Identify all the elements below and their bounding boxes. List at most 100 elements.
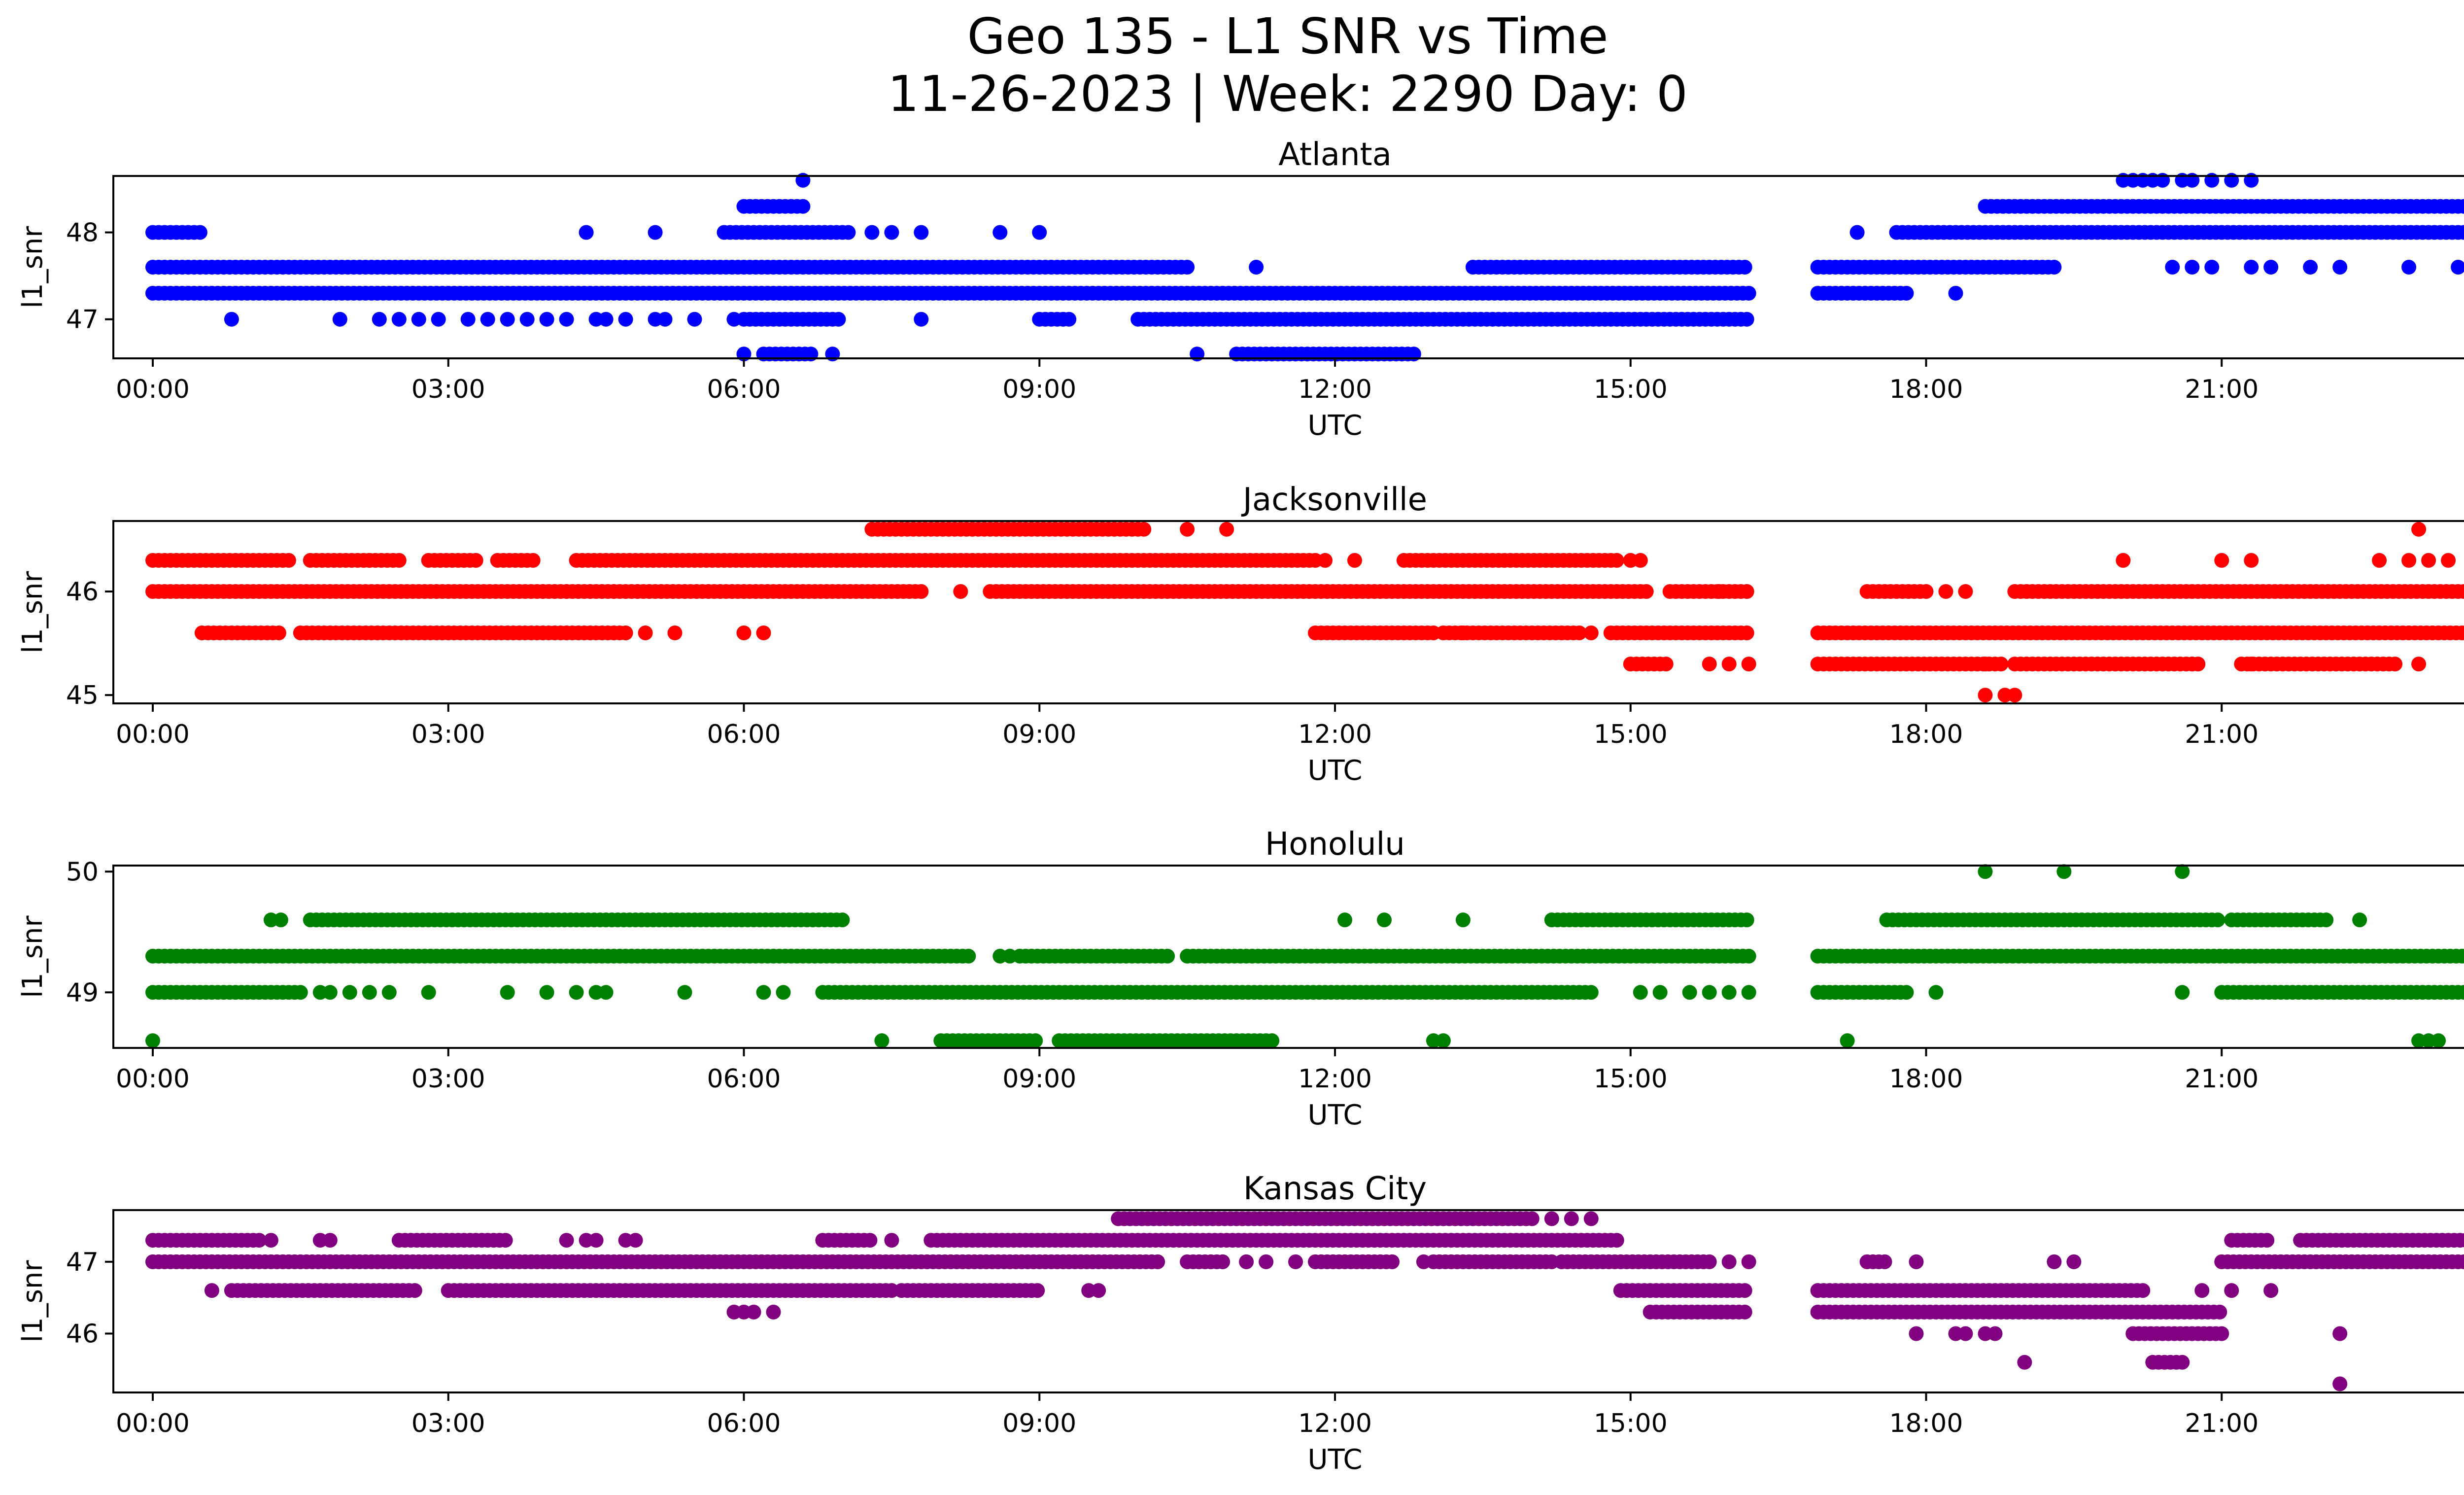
data-point — [2175, 1355, 2190, 1370]
data-point — [1978, 688, 1993, 703]
data-point — [1265, 1033, 1280, 1048]
data-point — [1572, 626, 1587, 640]
scatter-series — [145, 1211, 2464, 1391]
data-point — [2461, 626, 2464, 639]
data-point — [2244, 260, 2259, 275]
data-point — [2388, 657, 2403, 672]
data-point — [2401, 553, 2417, 568]
y-tick-label: 49 — [66, 978, 99, 1008]
data-point — [2047, 1254, 2062, 1269]
data-point — [1909, 1326, 1924, 1341]
data-point — [1702, 1254, 1717, 1269]
data-point — [1180, 260, 1195, 275]
x-tick-label: 21:00 — [2185, 1409, 2259, 1438]
data-point — [1583, 1211, 1599, 1226]
data-point — [322, 985, 338, 1000]
data-point — [2303, 260, 2318, 275]
x-tick-label: 06:00 — [707, 1064, 781, 1094]
data-point — [2007, 688, 2022, 703]
panel-honolulu: Honolulu 00:00 03:00 06:00 09:00 12:00 15:00 18… — [17, 826, 2464, 1131]
data-point — [2332, 260, 2348, 275]
data-point — [1721, 1254, 1737, 1269]
data-point — [1609, 553, 1624, 568]
data-point — [746, 1304, 761, 1320]
data-point — [638, 626, 653, 640]
data-point — [1416, 1254, 1431, 1269]
data-point — [1377, 912, 1392, 928]
data-point — [2165, 260, 2180, 275]
data-point — [224, 312, 239, 327]
data-point — [2352, 912, 2367, 928]
data-point — [2224, 1283, 2239, 1298]
y-tick-label: 46 — [66, 1320, 99, 1349]
data-point — [1737, 1283, 1752, 1298]
data-point — [1928, 985, 1944, 1000]
data-point — [2175, 864, 2190, 879]
data-point — [1652, 985, 1668, 1000]
data-point — [618, 626, 633, 640]
data-point — [2185, 657, 2200, 672]
y-axis-label: l1_snr — [17, 1260, 49, 1343]
x-tick-label: 03:00 — [411, 1409, 485, 1438]
data-point — [539, 312, 554, 327]
data-point — [2175, 985, 2190, 1000]
data-point — [1899, 285, 1914, 301]
data-point — [1136, 522, 1152, 537]
data-point — [372, 312, 387, 327]
data-point — [914, 225, 929, 240]
data-point — [2332, 1376, 2348, 1391]
y-tick-label: 47 — [66, 305, 99, 335]
data-point — [145, 1033, 160, 1048]
data-point — [766, 1304, 781, 1320]
data-point — [1741, 1254, 1756, 1269]
data-point — [2411, 657, 2427, 672]
data-point — [1583, 985, 1599, 1000]
scatter-series — [145, 522, 2464, 703]
x-tick-label: 12:00 — [1298, 1409, 1372, 1438]
data-point — [657, 312, 673, 327]
data-point — [2185, 260, 2200, 275]
data-point — [579, 225, 594, 240]
data-point — [2457, 985, 2464, 1000]
data-point — [726, 312, 742, 327]
chart-panels: Atlanta 00:00 03:00 06:00 09:00 12:00 15:00 18:… — [17, 137, 2464, 1476]
data-point — [251, 1233, 267, 1248]
x-tick-label: 15:00 — [1594, 1064, 1668, 1094]
data-point — [618, 312, 633, 327]
x-tick-label: 06:00 — [707, 375, 781, 404]
panel-atlanta: Atlanta 00:00 03:00 06:00 09:00 12:00 15:00 18:… — [17, 137, 2464, 442]
data-point — [1150, 1254, 1165, 1269]
data-point — [2421, 553, 2436, 568]
data-point — [795, 199, 811, 214]
data-point — [1091, 1283, 1106, 1298]
data-point — [1564, 1211, 1579, 1226]
data-point — [1877, 1254, 1892, 1269]
figure-title-line1: Geo 135 - L1 SNR vs Time — [967, 7, 1608, 65]
x-tick-label: 15:00 — [1594, 375, 1668, 404]
data-point — [1347, 553, 1362, 568]
data-point — [2463, 587, 2464, 596]
y-axis-label: l1_snr — [17, 915, 49, 998]
data-point — [1978, 864, 1993, 879]
data-point — [293, 985, 308, 1000]
data-point — [1849, 225, 1865, 240]
data-point — [2463, 228, 2464, 237]
data-point — [2056, 864, 2072, 879]
data-point — [500, 985, 515, 1000]
data-point — [362, 553, 377, 568]
data-point — [736, 626, 752, 640]
data-point — [1987, 1326, 2003, 1341]
data-point — [2411, 522, 2427, 537]
data-point — [391, 312, 407, 327]
y-tick-label: 45 — [66, 681, 99, 710]
data-point — [1711, 584, 1727, 599]
data-point — [2457, 1254, 2464, 1269]
scatter-series — [145, 173, 2464, 362]
data-point — [2210, 912, 2225, 928]
data-point — [1030, 1283, 1045, 1298]
data-point — [1737, 1304, 1752, 1320]
data-point — [1739, 626, 1754, 640]
data-point — [192, 225, 207, 240]
panel-title: Atlanta — [1278, 137, 1392, 173]
